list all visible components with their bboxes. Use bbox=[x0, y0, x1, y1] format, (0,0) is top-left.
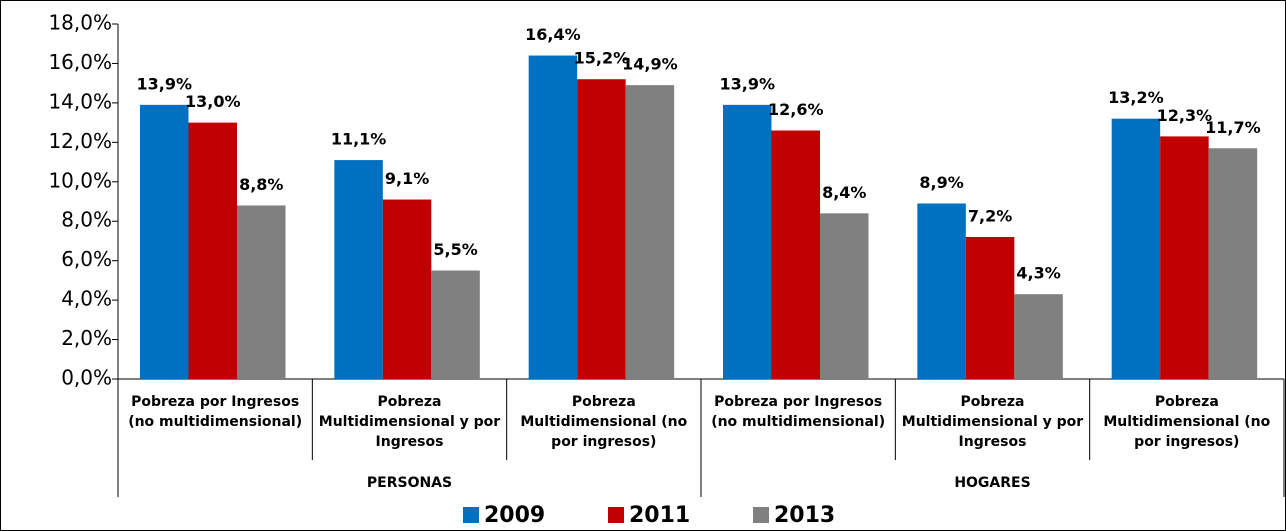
value-label: 16,4% bbox=[525, 25, 581, 44]
bar bbox=[1208, 148, 1258, 379]
bar bbox=[188, 122, 237, 379]
legend-swatch bbox=[463, 507, 479, 523]
bar bbox=[528, 55, 578, 380]
x-tick-label: Pobreza por Ingresos (no multidimensiona… bbox=[711, 394, 886, 430]
y-tick-label: 4,0% bbox=[61, 287, 112, 311]
y-tick-label: 8,0% bbox=[61, 208, 112, 232]
bar bbox=[917, 203, 966, 379]
bar bbox=[965, 237, 1015, 379]
bar bbox=[1160, 136, 1209, 379]
y-tick-label: 6,0% bbox=[61, 247, 112, 271]
value-label: 12,3% bbox=[1157, 106, 1213, 125]
bar bbox=[820, 213, 869, 379]
value-label: 8,4% bbox=[822, 183, 866, 202]
bar bbox=[771, 130, 820, 379]
y-tick-label: 16,0% bbox=[48, 50, 112, 74]
value-label: 14,9% bbox=[622, 55, 678, 74]
legend-swatch bbox=[608, 507, 624, 523]
value-label: 11,1% bbox=[331, 130, 387, 149]
y-tick-label: 2,0% bbox=[61, 326, 112, 350]
x-tick-label: Pobreza Multidimensional (no por ingreso… bbox=[1103, 394, 1271, 450]
value-label: 8,8% bbox=[239, 175, 283, 194]
value-label: 4,3% bbox=[1016, 264, 1060, 283]
bar bbox=[625, 85, 675, 379]
value-label: 13,9% bbox=[719, 74, 775, 93]
value-label: 9,1% bbox=[385, 169, 429, 188]
y-tick-label: 12,0% bbox=[48, 129, 112, 153]
y-tick-label: 0,0% bbox=[61, 366, 112, 390]
bar bbox=[237, 205, 286, 379]
value-label: 15,2% bbox=[574, 49, 630, 68]
y-tick-label: 18,0% bbox=[48, 11, 112, 35]
bar bbox=[1014, 294, 1063, 379]
legend-label: 2011 bbox=[629, 503, 690, 528]
group-label: PERSONAS bbox=[367, 475, 452, 491]
value-label: 12,6% bbox=[768, 100, 824, 119]
value-label: 11,7% bbox=[1205, 118, 1261, 137]
legend-label: 2013 bbox=[774, 503, 835, 528]
group-label: HOGARES bbox=[954, 475, 1030, 491]
legend-label: 2009 bbox=[484, 503, 545, 528]
bar bbox=[382, 199, 432, 379]
x-tick-label: Pobreza por Ingresos (no multidimensiona… bbox=[128, 394, 303, 430]
y-tick-label: 14,0% bbox=[48, 89, 112, 113]
bar bbox=[140, 104, 189, 379]
bar bbox=[577, 79, 626, 379]
value-label: 13,2% bbox=[1108, 88, 1164, 107]
bar bbox=[723, 104, 772, 379]
x-tick-label: Pobreza Multidimensional y por Ingresos bbox=[318, 394, 501, 450]
value-label: 13,9% bbox=[136, 74, 192, 93]
x-tick-label: Pobreza Multidimensional y por Ingresos bbox=[901, 394, 1084, 450]
bar bbox=[431, 270, 480, 379]
y-tick-label: 10,0% bbox=[48, 168, 112, 192]
value-label: 13,0% bbox=[185, 92, 241, 111]
value-label: 8,9% bbox=[919, 173, 963, 192]
value-label: 5,5% bbox=[433, 240, 477, 259]
x-tick-label: Pobreza Multidimensional (no por ingreso… bbox=[520, 394, 688, 450]
value-label: 7,2% bbox=[968, 207, 1012, 226]
bar bbox=[1111, 118, 1161, 380]
legend-swatch bbox=[753, 507, 769, 523]
bar bbox=[334, 160, 383, 379]
